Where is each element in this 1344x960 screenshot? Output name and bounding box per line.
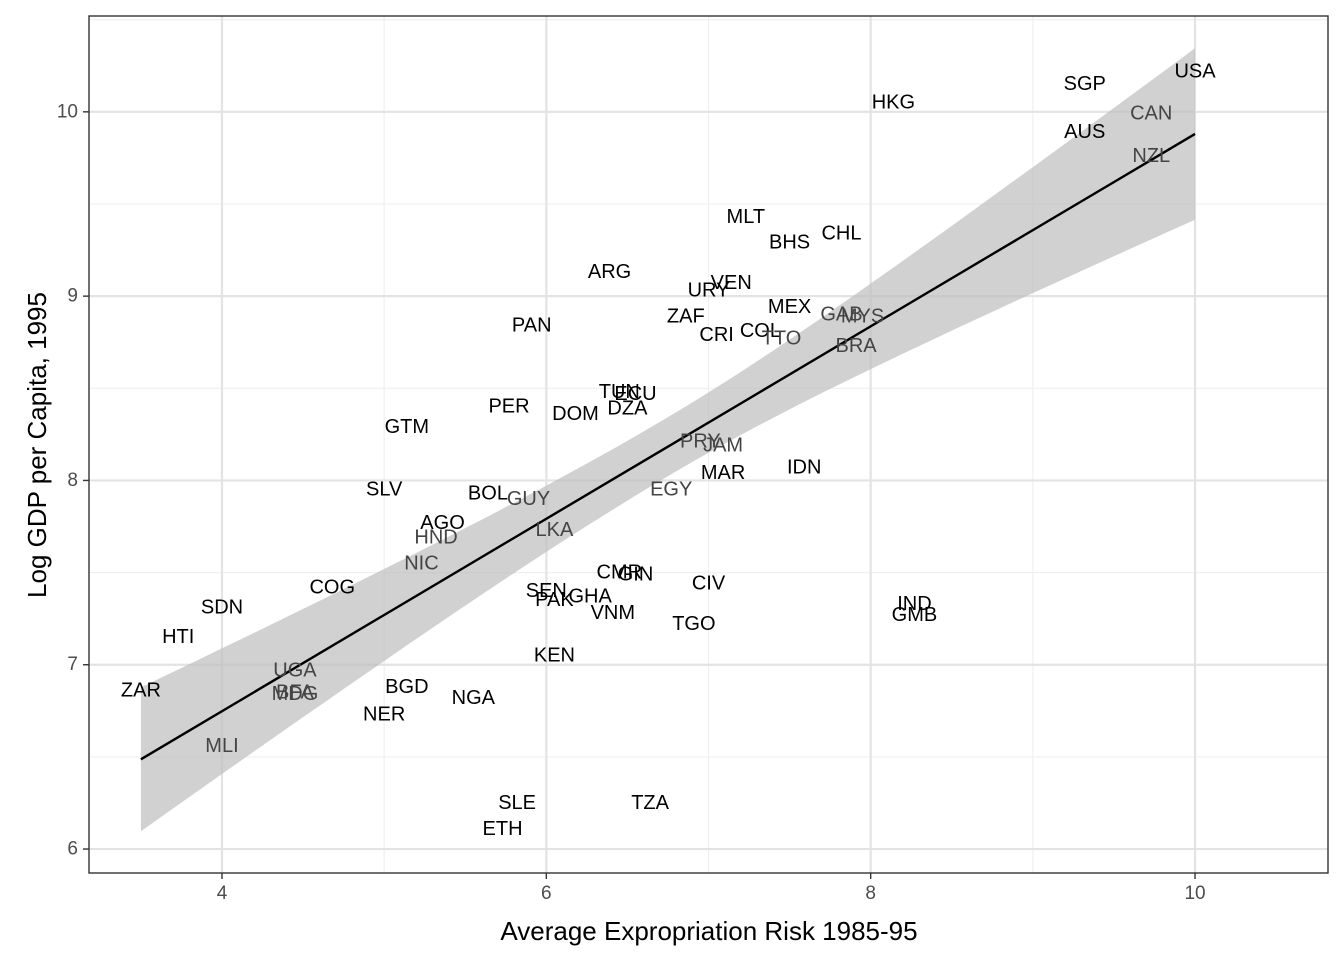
point-label-cri: CRI <box>699 324 733 346</box>
plot-panel-border <box>88 15 1329 874</box>
point-label-chl: CHL <box>821 222 861 244</box>
point-label-aus: AUS <box>1064 121 1105 143</box>
point-label-bra: BRA <box>836 335 878 357</box>
x-tick-label: 4 <box>217 883 228 904</box>
point-label-ecu: ECU <box>614 383 656 405</box>
point-label-arg: ARG <box>588 261 631 283</box>
point-label-jam: JAM <box>703 434 743 456</box>
y-tick-label: 6 <box>67 839 78 860</box>
point-label-ago: AGO <box>420 512 464 534</box>
point-label-mar: MAR <box>701 462 745 484</box>
point-label-idn: IDN <box>787 457 821 479</box>
x-axis-title: Average Expropriation Risk 1985-95 <box>500 916 917 946</box>
point-label-can: CAN <box>1130 103 1172 125</box>
point-label-bhs: BHS <box>769 232 810 254</box>
point-label-zaf: ZAF <box>667 305 705 327</box>
point-label-pry: PRY <box>680 431 721 453</box>
point-label-sen: SEN <box>526 580 567 602</box>
point-label-guy: GUY <box>507 488 550 510</box>
y-tick-label: 9 <box>67 286 78 307</box>
point-label-ken: KEN <box>534 645 575 667</box>
point-label-mdg: MDG <box>272 683 319 705</box>
y-axis-title: Log GDP per Capita, 1995 <box>22 292 52 598</box>
y-tick-label: 7 <box>67 654 78 675</box>
point-label-dom: DOM <box>552 403 599 425</box>
point-label-mli: MLI <box>205 735 238 757</box>
regression-line <box>140 132 1196 761</box>
point-label-nic: NIC <box>404 552 438 574</box>
point-label-ner: NER <box>363 704 405 726</box>
point-label-bgd: BGD <box>385 676 428 698</box>
point-label-hnd: HND <box>414 527 457 549</box>
regression-line-layer <box>140 132 1196 761</box>
point-label-bol: BOL <box>468 482 508 504</box>
point-label-cog: COG <box>309 576 355 598</box>
point-label-mex: MEX <box>768 296 811 318</box>
point-label-gha: GHA <box>568 586 612 608</box>
point-label-tgo: TGO <box>672 613 715 635</box>
point-label-dza: DZA <box>607 398 648 420</box>
point-label-ind: IND <box>897 593 931 615</box>
point-label-gtm: GTM <box>385 416 429 438</box>
point-label-uga: UGA <box>273 659 317 681</box>
x-tick-label: 8 <box>865 883 876 904</box>
y-tick-label: 8 <box>67 470 78 491</box>
point-label-vnm: VNM <box>591 602 635 624</box>
point-label-cmr: CMR <box>597 562 643 584</box>
point-label-ury: URY <box>688 280 730 302</box>
point-label-lka: LKA <box>536 519 574 541</box>
point-label-zar: ZAR <box>121 680 161 702</box>
point-label-sle: SLE <box>498 792 536 814</box>
point-label-egy: EGY <box>650 479 692 501</box>
point-label-gmb: GMB <box>892 604 938 626</box>
confidence-band-layer <box>140 48 1195 832</box>
point-label-nzl: NZL <box>1132 145 1170 167</box>
point-label-bfa: BFA <box>276 681 314 703</box>
y-tick-label: 10 <box>57 101 78 122</box>
point-label-tun: TUN <box>599 381 640 403</box>
point-label-sgp: SGP <box>1064 73 1106 95</box>
point-label-gab: GAB <box>820 304 862 326</box>
point-label-tza: TZA <box>631 792 669 814</box>
point-label-mys: MYS <box>841 305 884 327</box>
x-tick-label: 6 <box>541 883 552 904</box>
point-label-per: PER <box>488 396 529 418</box>
point-label-usa: USA <box>1174 60 1216 82</box>
point-label-pak: PAK <box>535 589 574 611</box>
point-label-hti: HTI <box>162 626 194 648</box>
point-label-tto: TTO <box>762 328 802 350</box>
point-label-nga: NGA <box>452 687 496 709</box>
point-label-sdn: SDN <box>201 597 243 619</box>
axis-ticks: 4 6 8 10 6 7 8 9 10 <box>57 101 1206 904</box>
point-label-pan: PAN <box>512 315 552 337</box>
x-tick-label: 10 <box>1184 883 1205 904</box>
point-label-gin: GIN <box>618 563 654 585</box>
gridlines <box>89 16 1328 873</box>
point-label-hkg: HKG <box>872 92 915 114</box>
point-label-ven: VEN <box>711 272 752 294</box>
point-label-mlt: MLT <box>727 206 766 228</box>
point-label-col: COL <box>740 320 781 342</box>
confidence-band <box>140 48 1195 832</box>
point-label-eth: ETH <box>483 818 523 840</box>
point-label-slv: SLV <box>366 479 403 501</box>
point-label-civ: CIV <box>692 573 726 595</box>
